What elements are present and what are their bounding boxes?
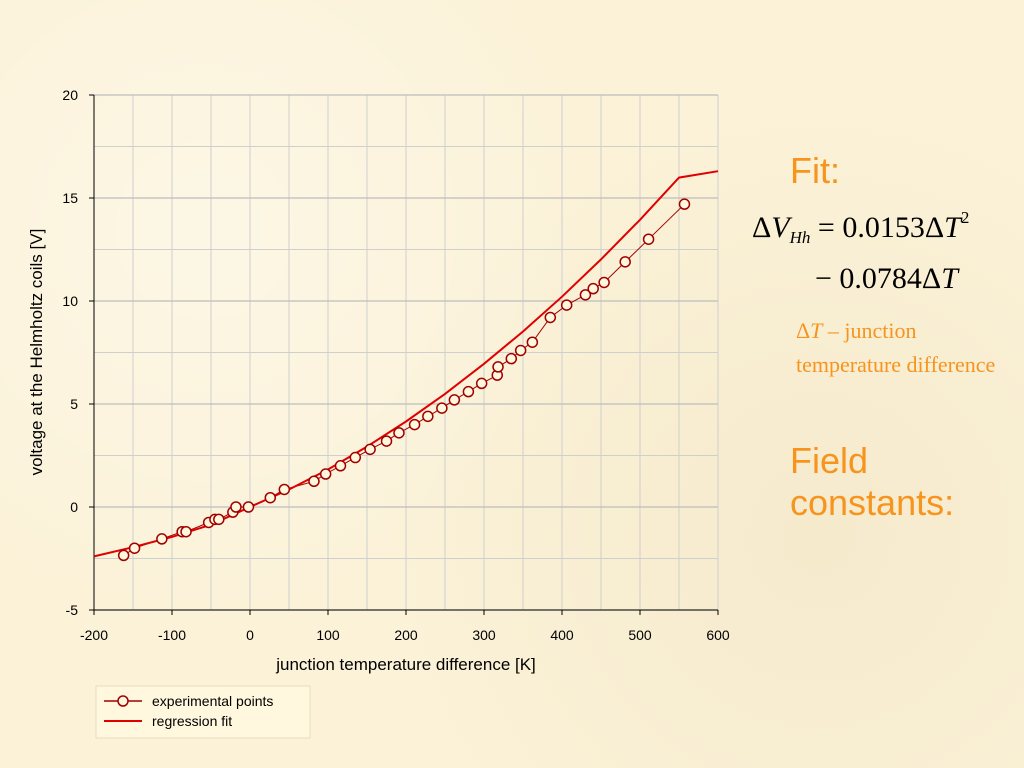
x-tick-label: 300 — [472, 627, 496, 643]
x-tick-label: 600 — [706, 627, 730, 643]
y-tick-label: 0 — [70, 499, 78, 515]
data-point — [598, 276, 610, 289]
legend-box — [95, 685, 311, 739]
data-point — [308, 475, 320, 487]
experimental-points-line — [123, 203, 685, 556]
note-var: T — [810, 318, 823, 343]
data-point — [393, 427, 405, 439]
equation-line-2: − 0.0784ΔT — [815, 262, 958, 296]
data-point — [448, 394, 461, 406]
legend: experimental points regression fit — [95, 685, 311, 739]
eq1-var2: T — [944, 211, 961, 244]
data-point — [349, 451, 362, 464]
delta-t-note: ΔT – junction temperature difference — [796, 314, 996, 382]
data-point — [462, 385, 475, 398]
data-point — [587, 282, 599, 295]
eq2-var: T — [941, 262, 958, 295]
y-axis-title: voltage at the Helmholtz coils [V] — [27, 229, 46, 476]
fit-title: Fit: — [790, 150, 840, 191]
legend-label-fit: regression fit — [152, 713, 232, 729]
regression-fit-line — [93, 170, 719, 558]
data-point — [180, 525, 192, 538]
data-point — [264, 491, 277, 504]
note-text: – junction temperature difference — [796, 318, 996, 377]
x-tick-label: 100 — [316, 627, 340, 643]
data-point — [514, 344, 527, 357]
legend-label-points: experimental points — [152, 693, 273, 709]
data-point — [278, 483, 291, 496]
axes — [89, 94, 719, 615]
data-point — [230, 501, 242, 513]
y-tick-label: 15 — [62, 190, 78, 206]
data-point — [156, 533, 168, 545]
data-point — [213, 513, 225, 526]
field-line-1: Field — [790, 440, 869, 481]
data-point — [408, 418, 421, 431]
data-point — [242, 501, 255, 513]
data-point — [526, 336, 539, 348]
eq1-eq: = 0.0153Δ — [810, 211, 945, 244]
data-point — [422, 410, 434, 423]
x-tick-label: 500 — [628, 627, 652, 643]
data-point — [619, 256, 631, 268]
x-tick-labels: -200 -100 0 100 200 300 400 500 600 — [80, 627, 730, 643]
data-point — [678, 198, 691, 210]
x-tick-label: 0 — [246, 627, 254, 643]
eq2-text: − 0.0784Δ — [815, 262, 942, 295]
series-layer — [93, 170, 719, 562]
y-tick-label: 5 — [70, 396, 78, 412]
x-axis-title: junction temperature difference [K] — [275, 655, 536, 674]
x-tick-label: -200 — [80, 627, 108, 643]
eq1-sup: 2 — [960, 208, 970, 227]
data-point — [380, 435, 393, 447]
data-point — [544, 311, 557, 324]
x-tick-label: 400 — [550, 627, 574, 643]
y-tick-label: -5 — [66, 602, 79, 618]
data-point — [492, 361, 504, 373]
data-point — [117, 549, 130, 562]
eq1-delta: Δ — [752, 211, 772, 244]
data-point — [128, 542, 141, 554]
x-tick-label: -100 — [158, 627, 186, 643]
field-line-2: constants: — [790, 482, 955, 523]
data-point — [436, 402, 448, 414]
y-tick-labels: -5 0 5 10 15 20 — [62, 87, 78, 618]
data-point — [560, 299, 573, 311]
data-point — [319, 468, 332, 480]
data-point — [334, 460, 347, 472]
eq1-var: V — [771, 211, 790, 244]
data-point — [579, 289, 592, 301]
field-constants-heading: Field constants: — [790, 440, 954, 524]
legend-points-marker — [117, 695, 129, 707]
equation-line-1: ΔVHh = 0.0153ΔT2 — [752, 208, 969, 248]
y-tick-label: 10 — [62, 293, 78, 309]
y-tick-label: 20 — [62, 87, 78, 103]
data-point — [364, 443, 376, 456]
x-tick-label: 200 — [394, 627, 418, 643]
data-point — [505, 352, 518, 365]
note-delta: Δ — [796, 318, 811, 343]
data-point — [475, 377, 488, 390]
eq1-sub: Hh — [789, 228, 811, 247]
data-point — [642, 233, 655, 245]
